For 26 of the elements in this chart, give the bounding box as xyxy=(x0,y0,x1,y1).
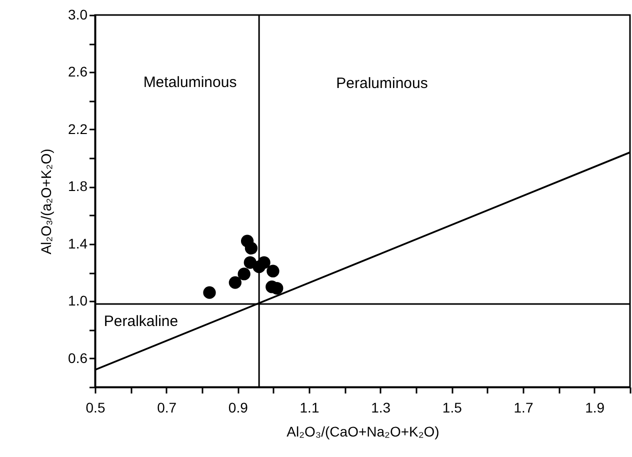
y-tick-label: 2.6 xyxy=(68,64,88,80)
point xyxy=(270,282,284,295)
y-tick-label: 0.6 xyxy=(68,350,88,366)
x-tick-label: 0.9 xyxy=(228,400,248,416)
x-tick-label: 0.7 xyxy=(157,400,177,416)
x-tick-label: 1.3 xyxy=(371,400,391,416)
y-tick-label: 3.0 xyxy=(68,6,88,22)
x-tick-label: 1.9 xyxy=(585,400,605,416)
x-tick-label: 1.7 xyxy=(514,400,534,416)
point xyxy=(238,268,250,280)
annotation: Peralkaline xyxy=(104,313,178,330)
annotation: Peraluminous xyxy=(336,75,428,92)
y-tick-label: 1.0 xyxy=(68,292,88,309)
point xyxy=(266,264,280,278)
annotation: Metaluminous xyxy=(143,74,237,91)
point xyxy=(228,276,242,289)
y-tick-label: 1.8 xyxy=(68,178,88,194)
x-axis-title: Al₂O₃/(CaO+Na₂O+K₂O) xyxy=(286,424,440,440)
point xyxy=(244,242,258,255)
y-axis-title: Al₂O₃/(a₂O+K₂O) xyxy=(38,148,54,254)
x-tick-label: 0.5 xyxy=(86,400,106,416)
y-tick-label: 1.4 xyxy=(68,235,88,252)
x-tick-label: 1.5 xyxy=(442,400,462,416)
y-tick-label: 2.2 xyxy=(68,120,88,137)
point xyxy=(203,286,216,299)
x-tick-label: 1.1 xyxy=(300,400,320,416)
